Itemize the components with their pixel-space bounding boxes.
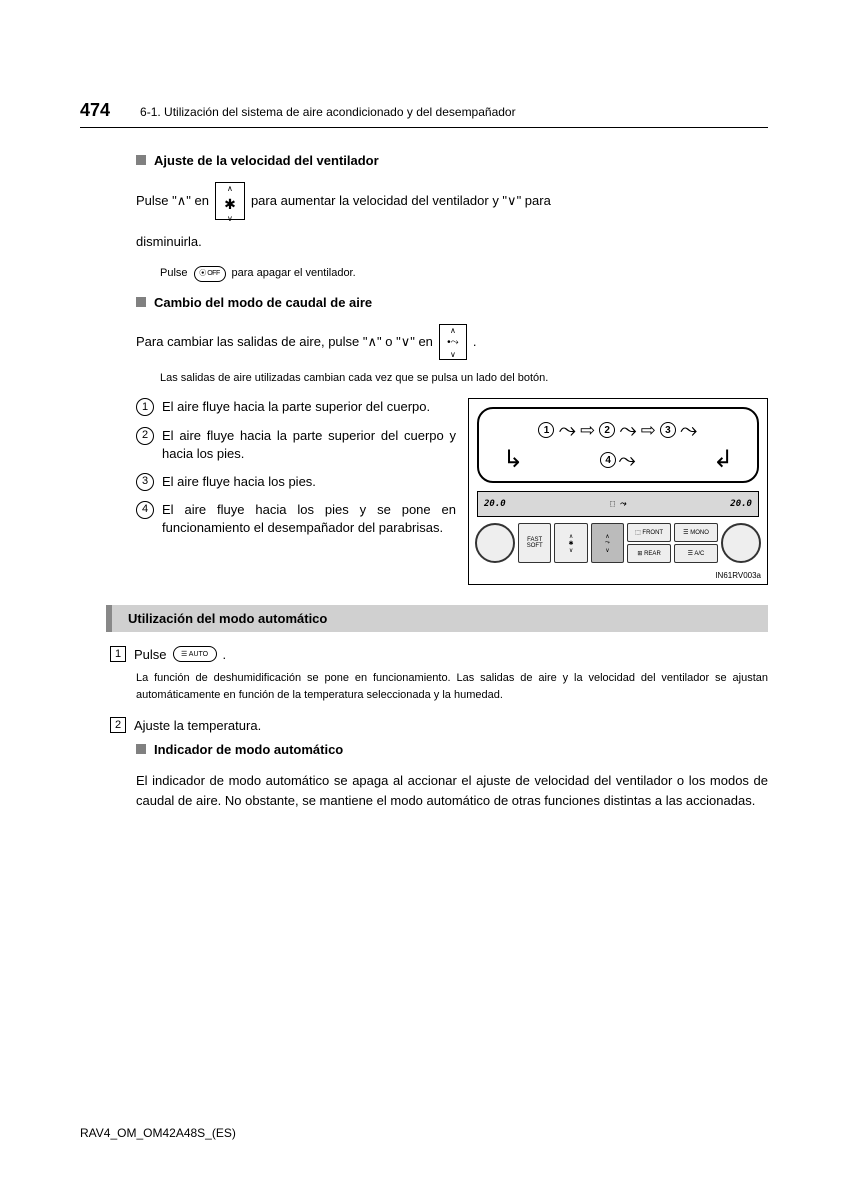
fan-speed-heading-row: Ajuste de la velocidad del ventilador bbox=[136, 152, 768, 168]
step-1-row: 1 Pulse ☰ AUTO . bbox=[110, 646, 768, 662]
mono-ac-stack: ☰ MONO ☰ A/C bbox=[674, 523, 718, 563]
list-item: 3 El aire fluye hacia los pies. bbox=[136, 473, 456, 491]
fan-off-note: Pulse ⦿ OFF para apagar el ventilador. bbox=[160, 265, 768, 283]
temp-left-value: 20.0 bbox=[484, 499, 506, 509]
fan-speed-heading: Ajuste de la velocidad del ventilador bbox=[154, 153, 379, 168]
chevron-down-icon: ∨ bbox=[227, 215, 233, 223]
circled-number-icon: 4 bbox=[136, 501, 154, 519]
climate-lcd-display: 20.0 ⬚ ⤳ 20.0 bbox=[477, 491, 759, 517]
arrow-up-left-icon: ↳ bbox=[503, 448, 523, 472]
chevron-down-icon: ∨ bbox=[450, 351, 456, 359]
airflow-note: Las salidas de aire utilizadas cambian c… bbox=[160, 372, 768, 384]
fan-rocker-icon: ∧✱∨ bbox=[554, 523, 587, 563]
airflow-instruction: Para cambiar las salidas de aire, pulse … bbox=[136, 324, 768, 360]
boxed-number-icon: 2 bbox=[110, 717, 126, 733]
circled-number-icon: 1 bbox=[136, 398, 154, 416]
mode-rocker-icon: ∧⤳∨ bbox=[591, 523, 624, 563]
temp-right-value: 20.0 bbox=[730, 499, 752, 509]
fan-glyph-icon: ✱ bbox=[224, 193, 236, 215]
climate-button-row: FAST SOFT ∧✱∨ ∧⤳∨ ⬚ FRONT ⊞ REAR ☰ MONO … bbox=[469, 517, 767, 569]
climate-control-diagram: 1 ⤳ ⇨ 2 ⤳ ⇨ 3 ⤳ ↳ 4 ⤳ ↳ bbox=[468, 398, 768, 585]
arrow-right-icon: ⇨ bbox=[641, 420, 656, 441]
text-fragment: . bbox=[223, 647, 227, 662]
arrow-right-icon: ⇨ bbox=[580, 420, 595, 441]
text-fragment: Pulse bbox=[160, 265, 188, 283]
circled-number-icon: 4 bbox=[600, 452, 616, 468]
auto-indicator-body: El indicador de modo automático se apaga… bbox=[136, 771, 768, 810]
diagram-callout-bubble: 1 ⤳ ⇨ 2 ⤳ ⇨ 3 ⤳ ↳ 4 ⤳ ↳ bbox=[477, 407, 759, 483]
circled-number-icon: 2 bbox=[136, 427, 154, 445]
boxed-number-icon: 1 bbox=[110, 646, 126, 662]
circled-number-icon: 1 bbox=[538, 422, 554, 438]
diagram-reference-code: IN61RV003a bbox=[469, 569, 767, 584]
temp-dial-right-icon bbox=[721, 523, 761, 563]
airflow-face-icon: ⤳ bbox=[558, 417, 576, 443]
page-header: 474 6-1. Utilización del sistema de aire… bbox=[80, 100, 768, 128]
step-2-row: 2 Ajuste la temperatura. bbox=[110, 717, 768, 733]
list-item-text: El aire fluye hacia los pies. bbox=[162, 473, 316, 491]
airflow-defrost-floor-icon: ⤳ bbox=[618, 447, 636, 473]
diagram-mode-flow: 1 ⤳ ⇨ 2 ⤳ ⇨ 3 ⤳ bbox=[483, 417, 753, 443]
airflow-mode-list: 1 El aire fluye hacia la parte superior … bbox=[136, 398, 456, 547]
auto-mode-banner: Utilización del modo automático bbox=[106, 605, 768, 632]
defrost-stack: ⬚ FRONT ⊞ REAR bbox=[627, 523, 671, 563]
list-item: 1 El aire fluye hacia la parte superior … bbox=[136, 398, 456, 416]
airflow-mode-heading: Cambio del modo de caudal de aire bbox=[154, 295, 372, 310]
chevron-up-icon: ∧ bbox=[227, 185, 233, 193]
page-number: 474 bbox=[80, 100, 110, 121]
square-bullet-icon bbox=[136, 744, 146, 754]
airflow-bilevel-icon: ⤳ bbox=[619, 417, 637, 443]
circled-number-icon: 2 bbox=[599, 422, 615, 438]
circled-number-icon: 3 bbox=[136, 473, 154, 491]
arrow-down-left-icon: ↳ bbox=[713, 448, 733, 472]
airflow-floor-icon: ⤳ bbox=[680, 417, 698, 443]
fan-button-icon: ∧ ✱ ∨ bbox=[215, 182, 245, 220]
auto-mode-banner-text: Utilización del modo automático bbox=[128, 611, 327, 626]
temp-dial-left-icon bbox=[475, 523, 515, 563]
text-fragment: para aumentar la velocidad del ventilado… bbox=[251, 191, 551, 212]
step-2-text: Ajuste la temperatura. bbox=[134, 718, 261, 733]
vent-glyph-icon: •⤳ bbox=[447, 335, 459, 351]
display-center-icon: ⬚ ⤳ bbox=[610, 499, 626, 509]
fan-speed-instruction-2: disminuirla. bbox=[136, 232, 768, 253]
step-1-note: La función de deshumidificación se pone … bbox=[136, 670, 768, 703]
text-fragment: . bbox=[473, 332, 477, 353]
front-defrost-button-icon: ⬚ FRONT bbox=[627, 523, 671, 542]
airflow-mode-heading-row: Cambio del modo de caudal de aire bbox=[136, 294, 768, 310]
square-bullet-icon bbox=[136, 155, 146, 165]
chevron-up-icon: ∧ bbox=[450, 327, 456, 335]
list-item-text: El aire fluye hacia los pies y se pone e… bbox=[162, 501, 456, 537]
fast-soft-button-icon: FAST SOFT bbox=[518, 523, 551, 563]
vent-mode-button-icon: ∧ •⤳ ∨ bbox=[439, 324, 467, 360]
auto-indicator-heading: Indicador de modo automático bbox=[154, 742, 343, 757]
mono-button-icon: ☰ MONO bbox=[674, 523, 718, 542]
document-footer-code: RAV4_OM_OM42A48S_(ES) bbox=[80, 1126, 236, 1140]
section-header: 6-1. Utilización del sistema de aire aco… bbox=[140, 105, 516, 119]
square-bullet-icon bbox=[136, 297, 146, 307]
off-button-icon: ⦿ OFF bbox=[194, 266, 226, 282]
ac-button-icon: ☰ A/C bbox=[674, 544, 718, 563]
circled-number-icon: 3 bbox=[660, 422, 676, 438]
text-fragment: para apagar el ventilador. bbox=[232, 265, 356, 283]
main-content: Ajuste de la velocidad del ventilador Pu… bbox=[80, 152, 768, 810]
airflow-modes-layout: 1 El aire fluye hacia la parte superior … bbox=[136, 398, 768, 585]
text-fragment: Pulse "∧" en bbox=[136, 191, 209, 212]
list-item-text: El aire fluye hacia la parte superior de… bbox=[162, 427, 456, 463]
rear-defrost-button-icon: ⊞ REAR bbox=[627, 544, 671, 563]
auto-indicator-heading-row: Indicador de modo automático bbox=[136, 741, 768, 757]
list-item-text: El aire fluye hacia la parte superior de… bbox=[162, 398, 430, 416]
diagram-mode-flow-2: ↳ 4 ⤳ ↳ bbox=[483, 447, 753, 473]
step-1-text: Pulse bbox=[134, 647, 167, 662]
auto-button-icon: ☰ AUTO bbox=[173, 646, 217, 662]
fan-speed-instruction: Pulse "∧" en ∧ ✱ ∨ para aumentar la velo… bbox=[136, 182, 768, 220]
list-item: 4 El aire fluye hacia los pies y se pone… bbox=[136, 501, 456, 537]
text-fragment: disminuirla. bbox=[136, 232, 202, 253]
text-fragment: Para cambiar las salidas de aire, pulse … bbox=[136, 332, 433, 353]
list-item: 2 El aire fluye hacia la parte superior … bbox=[136, 427, 456, 463]
